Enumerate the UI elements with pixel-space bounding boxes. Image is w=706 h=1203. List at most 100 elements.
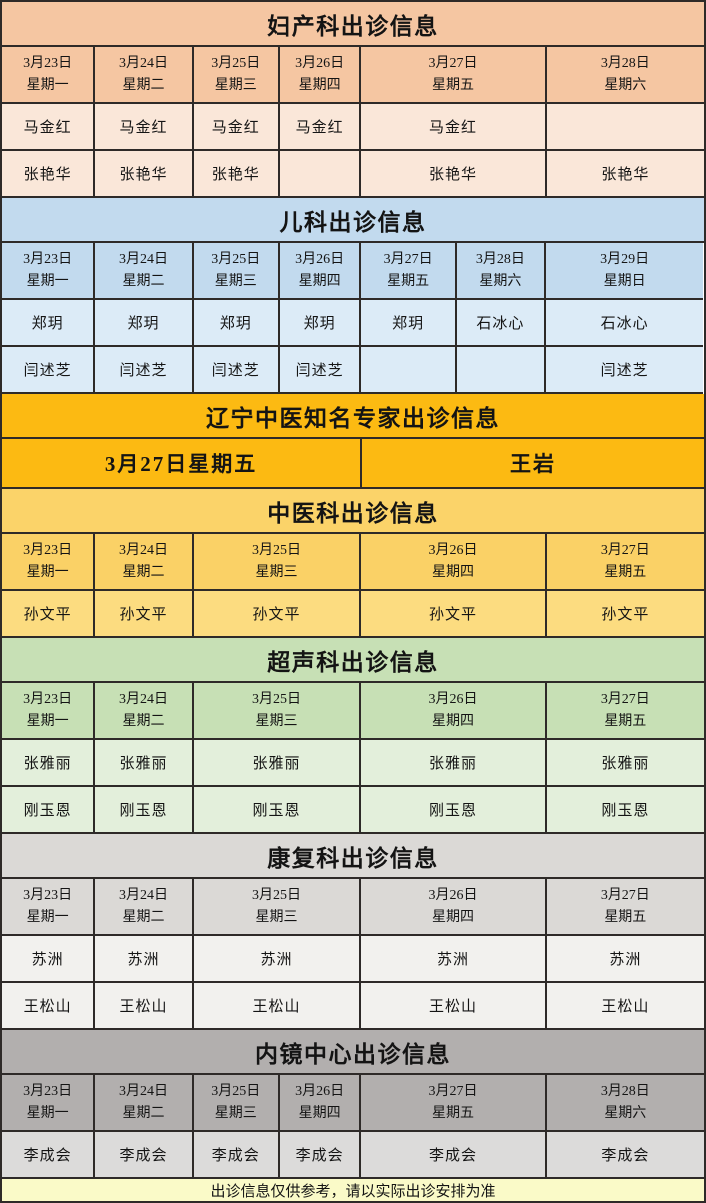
doctor-row: 马金红 马金红 马金红 马金红 马金红 [2,104,704,151]
section-pediatrics: 儿科出诊信息 3月23日 星期一 3月24日 星期二 3月25日 星期三 3月26日 星… [2,198,704,394]
doctor-cell: 王松山 [193,983,362,1030]
date-header-cell: 3月24日 星期二 [95,243,194,300]
date-header-cell: 3月26日 星期四 [279,1075,362,1132]
doctor-row: 王松山 王松山 王松山 王松山 王松山 [2,983,704,1030]
doctor-row: 刚玉恩 刚玉恩 刚玉恩 刚玉恩 刚玉恩 [2,787,704,834]
doctor-cell: 王松山 [2,983,96,1030]
doctor-cell: 孙文平 [361,591,547,638]
doctor-cell: 孙文平 [193,591,362,638]
doctor-cell: 郑玥 [95,300,194,347]
doctor-cell: 闫述芝 [193,347,280,394]
date-header-cell: 3月23日 星期一 [2,47,96,104]
doctor-cell: 马金红 [361,104,547,151]
doctor-cell: 张艳华 [546,151,704,198]
doctor-cell: 郑玥 [2,300,96,347]
date-header-cell: 3月23日 星期一 [2,534,96,591]
date-header-cell: 3月28日 星期六 [546,1075,704,1132]
doctor-cell: 王松山 [95,983,194,1030]
doctor-cell: 孙文平 [2,591,96,638]
date-header-cell: 3月27日 星期五 [361,1075,547,1132]
doctor-cell: 刚玉恩 [546,787,704,834]
date-header-cell: 3月28日 星期六 [546,47,704,104]
section-tcm-department: 中医科出诊信息 3月23日 星期一 3月24日 星期二 3月25日 星期三 3月26日 … [2,489,704,638]
doctor-cell: 张艳华 [2,151,96,198]
date-header-cell: 3月25日 星期三 [193,1075,280,1132]
section-title: 辽宁中医知名专家出诊信息 [2,394,704,439]
doctor-cell: 闫述芝 [95,347,194,394]
date-header-cell: 3月25日 星期三 [193,47,280,104]
date-header-row: 3月23日 星期一 3月24日 星期二 3月25日 星期三 3月26日 星期四 3月27… [2,1075,704,1132]
doctor-row: 张雅丽 张雅丽 张雅丽 张雅丽 张雅丽 [2,740,704,787]
doctor-cell: 李成会 [546,1132,704,1179]
date-header-cell: 3月24日 星期二 [95,1075,194,1132]
doctor-cell: 闫述芝 [2,347,96,394]
doctor-row: 孙文平 孙文平 孙文平 孙文平 孙文平 [2,591,704,638]
section-liaoning-tcm-expert: 辽宁中医知名专家出诊信息 3月27日星期五 王岩 [2,394,704,489]
doctor-cell: 李成会 [2,1132,96,1179]
date-header-cell: 3月26日 星期四 [279,243,362,300]
date-header-cell: 3月26日 星期四 [361,534,547,591]
date-header-row: 3月23日 星期一 3月24日 星期二 3月25日 星期三 3月26日 星期四 3月27… [2,879,704,936]
doctor-cell: 李成会 [279,1132,362,1179]
doctor-row: 闫述芝 闫述芝 闫述芝 闫述芝 闫述芝 [2,347,704,394]
doctor-row: 李成会 李成会 李成会 李成会 李成会 李成会 [2,1132,704,1179]
date-header-cell: 3月25日 星期三 [193,243,280,300]
doctor-cell: 张艳华 [193,151,280,198]
doctor-cell: 张雅丽 [193,740,362,787]
date-header-cell: 3月24日 星期二 [95,683,194,740]
date-header-row: 3月23日 星期一 3月24日 星期二 3月25日 星期三 3月26日 星期四 3月27… [2,534,704,591]
date-header-row: 3月23日 星期一 3月24日 星期二 3月25日 星期三 3月26日 星期四 3月27… [2,243,704,300]
doctor-cell: 李成会 [95,1132,194,1179]
expert-cell: 3月27日星期五 [2,439,363,489]
date-header-cell: 3月26日 星期四 [361,879,547,936]
expert-cell: 王岩 [362,439,704,489]
date-header-row: 3月23日 星期一 3月24日 星期二 3月25日 星期三 3月26日 星期四 3月27… [2,47,704,104]
date-header-cell: 3月26日 星期四 [361,683,547,740]
doctor-cell: 刚玉恩 [2,787,96,834]
section-title: 中医科出诊信息 [2,489,704,534]
date-header-cell: 3月24日 星期二 [95,879,194,936]
footer-note: 出诊信息仅供参考，请以实际出诊安排为准 [2,1179,704,1201]
doctor-cell: 马金红 [279,104,362,151]
date-header-cell: 3月27日 星期五 [546,879,704,936]
date-header-cell: 3月23日 星期一 [2,243,96,300]
doctor-cell: 石冰心 [456,300,546,347]
doctor-cell: 闫述芝 [279,347,362,394]
doctor-cell: 刚玉恩 [193,787,362,834]
doctor-cell: 张雅丽 [361,740,547,787]
date-header-cell: 3月26日 星期四 [279,47,362,104]
date-header-cell: 3月27日 星期五 [546,683,704,740]
doctor-cell: 刚玉恩 [361,787,547,834]
doctor-cell: 马金红 [193,104,280,151]
doctor-row: 苏洲 苏洲 苏洲 苏洲 苏洲 [2,936,704,983]
doctor-cell: 张雅丽 [95,740,194,787]
section-title: 康复科出诊信息 [2,834,704,879]
doctor-cell: 孙文平 [95,591,194,638]
doctor-cell: 张雅丽 [546,740,704,787]
doctor-cell: 李成会 [193,1132,280,1179]
doctor-cell: 郑玥 [361,300,457,347]
date-header-cell: 3月24日 星期二 [95,534,194,591]
doctor-cell: 王松山 [546,983,704,1030]
section-title: 超声科出诊信息 [2,638,704,683]
section-ultrasound: 超声科出诊信息 3月23日 星期一 3月24日 星期二 3月25日 星期三 3月26日 … [2,638,704,834]
section-title: 内镜中心出诊信息 [2,1030,704,1075]
section-title: 儿科出诊信息 [2,198,704,243]
doctor-cell: 张艳华 [361,151,547,198]
date-header-cell: 3月29日 星期日 [546,243,704,300]
date-header-cell: 3月23日 星期一 [2,879,96,936]
doctor-row: 张艳华 张艳华 张艳华 张艳华 张艳华 [2,151,704,198]
doctor-cell: 石冰心 [546,300,704,347]
date-header-cell: 3月27日 星期五 [546,534,704,591]
doctor-row: 3月27日星期五 王岩 [2,439,704,489]
date-header-cell: 3月23日 星期一 [2,1075,96,1132]
date-header-cell: 3月25日 星期三 [193,879,362,936]
doctor-cell: 孙文平 [546,591,704,638]
doctor-cell: 郑玥 [193,300,280,347]
doctor-cell [456,347,546,394]
doctor-cell: 马金红 [95,104,194,151]
doctor-cell: 刚玉恩 [95,787,194,834]
doctor-cell [279,151,362,198]
date-header-cell: 3月23日 星期一 [2,683,96,740]
